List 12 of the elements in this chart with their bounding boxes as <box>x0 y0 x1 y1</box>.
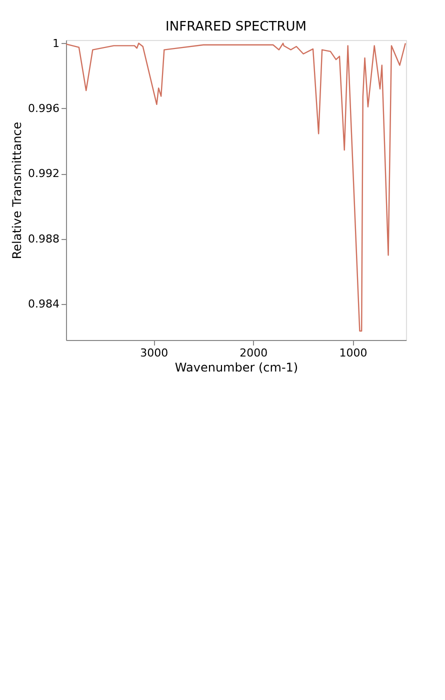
x-axis-title: Wavenumber (cm-1) <box>174 360 298 374</box>
x-tick-label: 1000 <box>339 346 368 360</box>
line-series <box>65 42 406 332</box>
chart-title: INFRARED SPECTRUM <box>166 19 306 34</box>
y-tick-label: 0.996 <box>28 102 60 115</box>
x-tick-label: 3000 <box>140 346 168 360</box>
y-tick-label: 0.984 <box>28 298 60 311</box>
y-tick-label: 0.988 <box>28 232 60 246</box>
y-tick-label: 0.992 <box>28 167 60 180</box>
y-axis-title: Relative Transmittance <box>10 122 24 260</box>
x-tick-label: 2000 <box>240 346 268 360</box>
y-tick-label: 1 <box>52 36 60 50</box>
